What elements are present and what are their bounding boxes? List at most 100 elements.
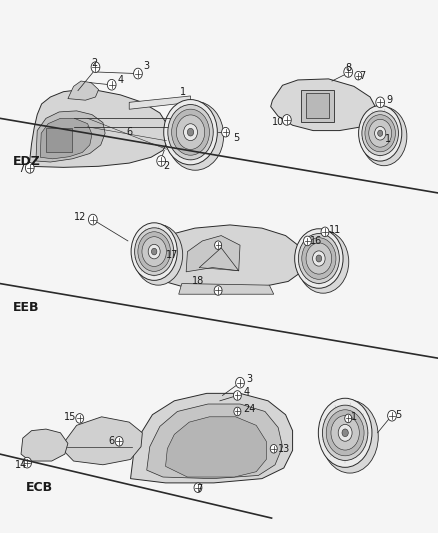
Text: 1: 1 xyxy=(385,134,391,143)
Polygon shape xyxy=(65,417,142,465)
Circle shape xyxy=(236,377,244,388)
Polygon shape xyxy=(147,404,283,479)
Polygon shape xyxy=(36,111,105,162)
Text: 7: 7 xyxy=(18,165,24,174)
Circle shape xyxy=(184,124,198,141)
Polygon shape xyxy=(28,90,169,167)
Circle shape xyxy=(388,410,396,421)
Text: EDZ: EDZ xyxy=(13,155,41,167)
Text: 6: 6 xyxy=(126,127,132,137)
Circle shape xyxy=(215,241,222,249)
Circle shape xyxy=(194,483,202,492)
Circle shape xyxy=(369,119,392,147)
Circle shape xyxy=(134,228,174,276)
Circle shape xyxy=(302,238,336,279)
Circle shape xyxy=(214,286,222,295)
Text: 10: 10 xyxy=(272,117,284,126)
Circle shape xyxy=(233,391,241,400)
Polygon shape xyxy=(40,118,92,159)
Text: 1: 1 xyxy=(351,412,357,422)
Polygon shape xyxy=(186,236,240,272)
Circle shape xyxy=(152,248,157,255)
Text: 7: 7 xyxy=(196,484,202,494)
Circle shape xyxy=(115,437,123,446)
Polygon shape xyxy=(166,417,266,477)
Circle shape xyxy=(322,405,368,461)
Polygon shape xyxy=(68,81,99,100)
Circle shape xyxy=(365,115,396,152)
Circle shape xyxy=(338,424,352,441)
Circle shape xyxy=(172,109,209,155)
Polygon shape xyxy=(147,225,304,289)
Text: 5: 5 xyxy=(395,410,401,419)
Text: 6: 6 xyxy=(109,437,115,446)
Ellipse shape xyxy=(361,107,407,166)
Circle shape xyxy=(331,416,359,450)
Text: 4: 4 xyxy=(243,387,249,397)
Text: 9: 9 xyxy=(386,95,392,105)
Circle shape xyxy=(298,233,339,284)
Circle shape xyxy=(306,243,332,274)
Polygon shape xyxy=(21,429,68,461)
Circle shape xyxy=(157,156,166,166)
Circle shape xyxy=(374,126,386,140)
Text: 15: 15 xyxy=(64,412,77,422)
Text: 4: 4 xyxy=(117,75,124,85)
Text: 13: 13 xyxy=(278,444,290,454)
Circle shape xyxy=(342,429,348,437)
Ellipse shape xyxy=(318,398,372,467)
Circle shape xyxy=(355,71,362,80)
Ellipse shape xyxy=(134,224,183,285)
Text: 11: 11 xyxy=(329,225,342,235)
Circle shape xyxy=(107,79,116,90)
Text: 5: 5 xyxy=(233,133,239,142)
Circle shape xyxy=(142,237,166,266)
Circle shape xyxy=(23,457,32,468)
Ellipse shape xyxy=(131,223,177,280)
Ellipse shape xyxy=(167,101,224,170)
Circle shape xyxy=(177,115,205,149)
Circle shape xyxy=(270,445,277,453)
Circle shape xyxy=(168,104,213,160)
Text: 24: 24 xyxy=(243,405,255,414)
Circle shape xyxy=(134,68,142,79)
Text: 2: 2 xyxy=(91,58,97,68)
Circle shape xyxy=(187,128,194,136)
Circle shape xyxy=(25,163,34,173)
Circle shape xyxy=(283,115,291,125)
Circle shape xyxy=(313,251,325,266)
Circle shape xyxy=(138,232,170,271)
Text: 2: 2 xyxy=(163,161,169,171)
Polygon shape xyxy=(179,284,274,294)
Polygon shape xyxy=(131,393,293,483)
Circle shape xyxy=(222,127,230,137)
Text: 1: 1 xyxy=(180,87,186,96)
Text: 18: 18 xyxy=(192,277,204,286)
Text: EEB: EEB xyxy=(13,301,40,314)
Text: 8: 8 xyxy=(345,63,351,73)
Ellipse shape xyxy=(164,100,217,165)
Polygon shape xyxy=(129,96,191,109)
Circle shape xyxy=(148,244,160,259)
Circle shape xyxy=(234,407,241,416)
Circle shape xyxy=(376,97,385,108)
Text: 3: 3 xyxy=(144,61,150,71)
Text: 14: 14 xyxy=(15,460,27,470)
Circle shape xyxy=(362,111,399,156)
Ellipse shape xyxy=(295,229,343,288)
Circle shape xyxy=(304,236,311,246)
Circle shape xyxy=(321,227,329,237)
Circle shape xyxy=(88,214,97,225)
Circle shape xyxy=(91,62,100,72)
Circle shape xyxy=(378,130,383,136)
Ellipse shape xyxy=(359,106,402,161)
Text: 7: 7 xyxy=(359,71,365,80)
Ellipse shape xyxy=(297,230,349,293)
Text: 12: 12 xyxy=(74,213,87,222)
Polygon shape xyxy=(271,79,376,131)
Circle shape xyxy=(345,414,352,423)
Circle shape xyxy=(76,414,84,423)
Text: 17: 17 xyxy=(166,250,179,260)
Text: 16: 16 xyxy=(310,236,322,246)
Text: ECB: ECB xyxy=(26,481,53,494)
